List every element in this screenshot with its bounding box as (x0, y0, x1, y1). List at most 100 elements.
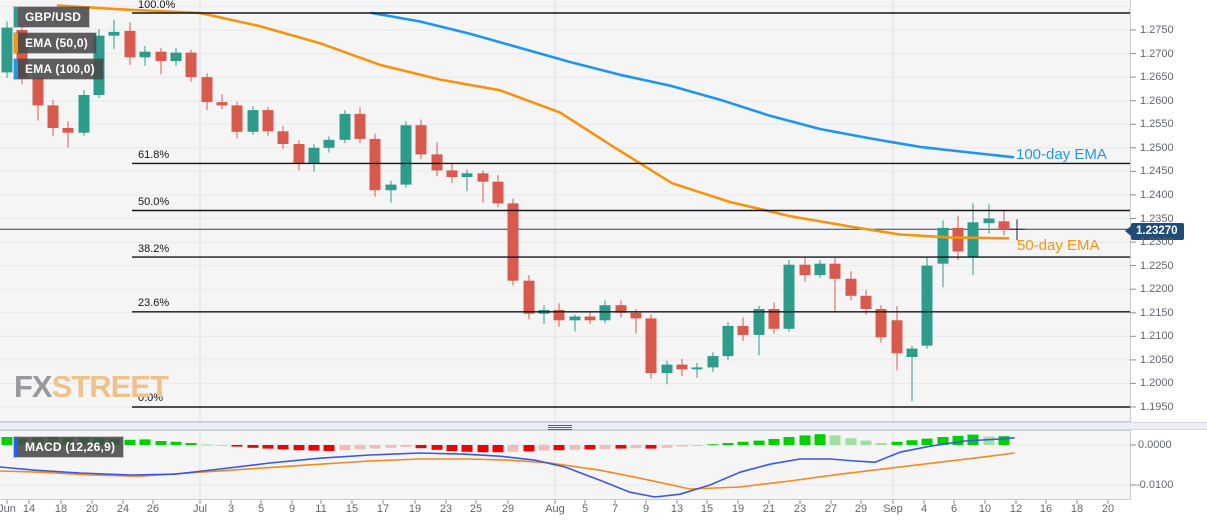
candle-body (645, 318, 657, 374)
candle-body (615, 305, 627, 313)
time-axis-label: 9 (642, 503, 650, 515)
time-axis-label: Aug (545, 503, 565, 515)
macd-bar (139, 439, 151, 445)
candle-body (584, 316, 596, 321)
time-axis-label: 19 (408, 503, 422, 515)
macd-bar (124, 439, 136, 445)
fib-label-61-8: 61.8% (138, 149, 170, 161)
time-axis-label: 12 (1009, 503, 1023, 515)
time-axis[interactable]: Jun 14 18 20 24 26 Jul 3 5 9 11 15 17 19 23 25 29 Aug 5 7 9 1… (0, 503, 1207, 519)
candle-body (676, 364, 688, 370)
candle-body (829, 263, 841, 279)
macd-bar (845, 438, 857, 445)
macd-axis-neg: -0.0100 (1136, 479, 1174, 491)
ema50-accent-bar (14, 33, 18, 53)
time-axis-label: 18 (54, 503, 68, 515)
ema50-label: EMA (50,0) (25, 36, 88, 50)
candle-body (354, 113, 366, 139)
fib-label-100: 100.0% (138, 0, 176, 11)
candle-body (124, 30, 136, 58)
candle-body (599, 305, 611, 321)
candle-body (783, 264, 795, 329)
macd-bar (155, 441, 167, 445)
macd-bar (461, 445, 473, 452)
candle-body (1, 27, 13, 73)
macd-bar (201, 444, 213, 446)
candle-body (661, 364, 673, 374)
candle-body (983, 218, 995, 224)
candle-body (461, 173, 473, 177)
macd-main-line (0, 436, 1015, 498)
candle-body (308, 147, 320, 164)
macd-bar (170, 441, 182, 445)
macd-bar (538, 445, 550, 451)
candle-body (16, 30, 28, 79)
macd-bar (630, 445, 642, 449)
panel-resize-handle[interactable] (548, 424, 572, 430)
macd-bar (707, 444, 719, 446)
macd-bar (599, 445, 611, 449)
macd-bar (446, 445, 458, 451)
macd-bar (415, 445, 427, 449)
time-axis-label: 18 (1070, 503, 1084, 515)
candle-body (891, 320, 903, 354)
candle-body (47, 105, 59, 128)
macd-bar (247, 445, 259, 448)
legend-symbol[interactable]: GBP/USD (14, 7, 90, 27)
legend-ema50[interactable]: EMA (50,0) (14, 33, 96, 53)
candle-body (262, 110, 274, 132)
candle-body (201, 77, 213, 103)
time-axis-label: 5 (257, 503, 265, 515)
ema50-curve-tag: 50-day EMA (1017, 237, 1100, 254)
candle-body (369, 138, 381, 191)
candle-body (139, 51, 151, 58)
macd-bar (523, 445, 535, 452)
time-axis-label: 21 (762, 503, 776, 515)
time-axis-label: 17 (376, 503, 390, 515)
candle-body (339, 113, 351, 140)
candle-body (569, 316, 581, 321)
macd-bar (492, 445, 504, 453)
macd-bar (906, 440, 918, 445)
candle-body (323, 139, 335, 148)
candle-body (860, 295, 872, 309)
candle-body (415, 125, 427, 155)
macd-bar (400, 445, 412, 447)
candle-body (845, 278, 857, 296)
candle-body (875, 309, 887, 338)
fib-label-38-2: 38.2% (138, 243, 170, 255)
macd-bar (369, 445, 381, 449)
candle-body (906, 348, 918, 357)
macd-bar (1, 437, 13, 445)
macd-bar (262, 445, 274, 449)
macd-bar (661, 445, 673, 448)
candle-body (293, 144, 305, 164)
time-axis-label: 27 (824, 503, 838, 515)
time-axis-label: 16 (1039, 503, 1053, 515)
candle-body (155, 51, 167, 62)
time-axis-label: 23 (439, 503, 453, 515)
candle-body (722, 325, 734, 357)
macd-bar (737, 441, 749, 445)
macd-bar (507, 445, 519, 452)
macd-bar (753, 440, 765, 445)
macd-bar (645, 445, 657, 449)
macd-bar (385, 445, 397, 448)
time-axis-label: 24 (116, 503, 130, 515)
legend-ema100[interactable]: EMA (100,0) (14, 59, 103, 79)
macd-bar (323, 445, 335, 451)
macd-bar (891, 441, 903, 445)
time-axis-label: 6 (950, 503, 958, 515)
time-axis-label: 9 (288, 503, 296, 515)
macd-label: MACD (12,26,9) (25, 440, 116, 454)
macd-bar (691, 445, 703, 446)
candle-body (952, 227, 964, 252)
candle-body (62, 128, 74, 133)
candle-body (937, 227, 949, 264)
candle-body (477, 173, 489, 182)
legend-macd[interactable]: MACD (12,26,9) (14, 437, 124, 457)
macd-bar (921, 438, 933, 445)
candle-body (32, 78, 44, 106)
